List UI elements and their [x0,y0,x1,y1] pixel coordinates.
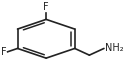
Text: NH₂: NH₂ [105,43,124,53]
Text: F: F [1,47,6,57]
Text: F: F [43,2,49,12]
